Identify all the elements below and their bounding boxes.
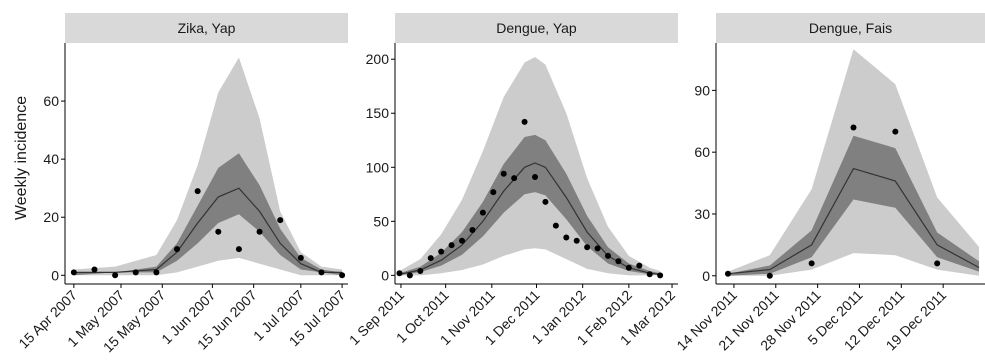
data-point (70, 269, 77, 276)
data-point (511, 175, 518, 182)
y-tick-label: 60 (694, 144, 710, 160)
data-point (584, 244, 591, 251)
data-point (417, 268, 424, 275)
data-point (521, 118, 528, 125)
data-point (625, 264, 632, 271)
y-tick-label: 200 (366, 51, 390, 67)
data-point (724, 270, 731, 277)
panel-title: Zika, Yap (178, 20, 236, 36)
y-tick-label: 60 (43, 93, 59, 109)
data-point (91, 266, 98, 273)
y-tick-label: 30 (694, 206, 710, 222)
data-point (174, 246, 181, 253)
y-tick-label: 90 (694, 82, 710, 98)
data-point (542, 198, 549, 205)
data-point (459, 237, 466, 244)
panel-title: Dengue, Yap (496, 20, 577, 36)
data-point (808, 260, 815, 267)
data-point (132, 269, 139, 276)
panel-strip (395, 13, 678, 43)
y-tick-label: 0 (51, 267, 59, 283)
y-tick-label: 0 (381, 267, 389, 283)
data-point (573, 237, 580, 244)
data-point (339, 272, 346, 279)
y-tick-label: 50 (373, 213, 389, 229)
data-point (563, 234, 570, 241)
data-point (406, 272, 413, 279)
data-point (469, 226, 476, 233)
data-point (479, 209, 486, 216)
data-point (112, 272, 119, 279)
inner-band (728, 135, 979, 276)
data-point (256, 228, 263, 235)
y-tick-label: 20 (43, 209, 59, 225)
data-point (552, 222, 559, 229)
data-point (490, 189, 497, 196)
data-point (277, 217, 284, 224)
data-point (427, 255, 434, 262)
data-point (594, 245, 601, 252)
data-point (646, 271, 653, 278)
data-point (934, 260, 941, 267)
y-axis-label: Weekly incidence (13, 96, 30, 220)
data-point (215, 228, 222, 235)
y-tick-label: 40 (43, 151, 59, 167)
data-point (657, 272, 664, 279)
data-point (318, 269, 325, 276)
data-point (892, 128, 899, 135)
data-point (604, 252, 611, 259)
data-point (448, 242, 455, 249)
y-tick-label: 150 (366, 105, 390, 121)
data-point (636, 262, 643, 269)
data-point (396, 270, 403, 277)
panel-strip (716, 13, 985, 43)
median-line (399, 162, 661, 275)
data-point (194, 188, 201, 195)
panel-title: Dengue, Fais (809, 20, 892, 36)
data-point (766, 272, 773, 279)
data-point (500, 170, 507, 177)
data-point (235, 246, 242, 253)
data-point (297, 254, 304, 261)
median-line (727, 167, 980, 275)
data-point (850, 124, 857, 131)
data-point (532, 174, 539, 181)
panel-strip (65, 13, 348, 43)
y-tick-label: 100 (366, 159, 390, 175)
y-tick-label: 0 (702, 268, 710, 284)
data-point (438, 248, 445, 255)
inner-band (73, 153, 343, 276)
data-point (615, 258, 622, 265)
data-point (153, 269, 160, 276)
outer-band (73, 57, 343, 276)
median-line (73, 187, 343, 273)
